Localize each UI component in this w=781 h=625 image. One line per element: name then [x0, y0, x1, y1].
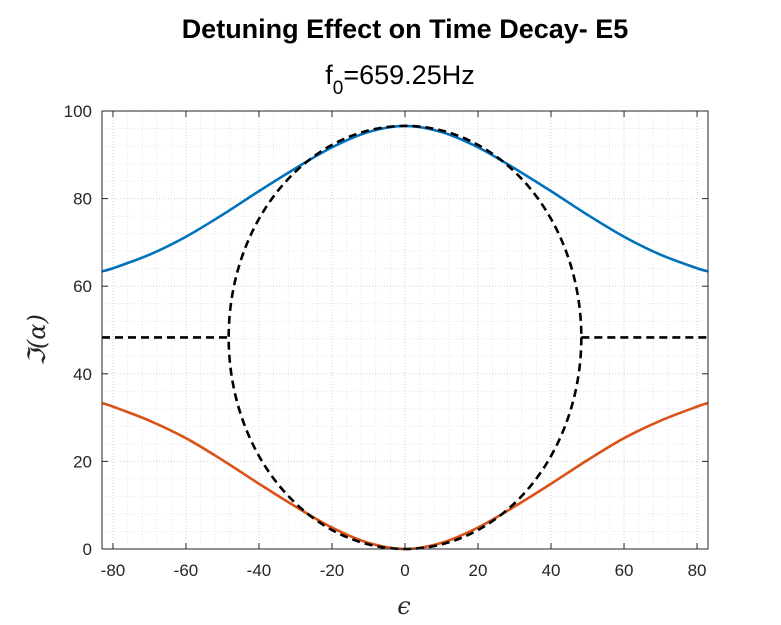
tick-labels: -80 -60 -40 -20 0 20 40 60 80 0 20 40 60 80 100 — [64, 102, 707, 580]
x-axis-label: ϵ — [397, 592, 410, 620]
y-tick-label: 20 — [73, 452, 92, 471]
x-tick-label: -60 — [174, 561, 199, 580]
y-tick-label: 100 — [64, 102, 92, 121]
y-tick-label: 60 — [73, 277, 92, 296]
x-tick-label: -40 — [247, 561, 272, 580]
y-tick-label: 40 — [73, 365, 92, 384]
chart-subtitle: f0=659.25Hz — [325, 60, 474, 99]
subtitle-rest: =659.25Hz — [343, 60, 474, 90]
x-tick-label: -20 — [320, 561, 345, 580]
grid — [102, 110, 708, 550]
series-line-2 — [101, 401, 709, 551]
x-tick-label: 0 — [400, 561, 409, 580]
x-tick-label: 80 — [688, 561, 707, 580]
y-axis-label: ℑ(α) — [23, 314, 51, 366]
subtitle-base: f — [325, 60, 333, 90]
x-tick-label: 20 — [469, 561, 488, 580]
chart-title: Detuning Effect on Time Decay- E5 — [182, 14, 629, 44]
y-tick-label: 80 — [73, 190, 92, 209]
axes-box — [101, 110, 709, 550]
x-tick-label: -80 — [101, 561, 126, 580]
subtitle-subscript: 0 — [333, 78, 344, 99]
x-tick-label: 60 — [615, 561, 634, 580]
y-tick-label: 0 — [83, 540, 92, 559]
x-tick-label: 40 — [542, 561, 561, 580]
